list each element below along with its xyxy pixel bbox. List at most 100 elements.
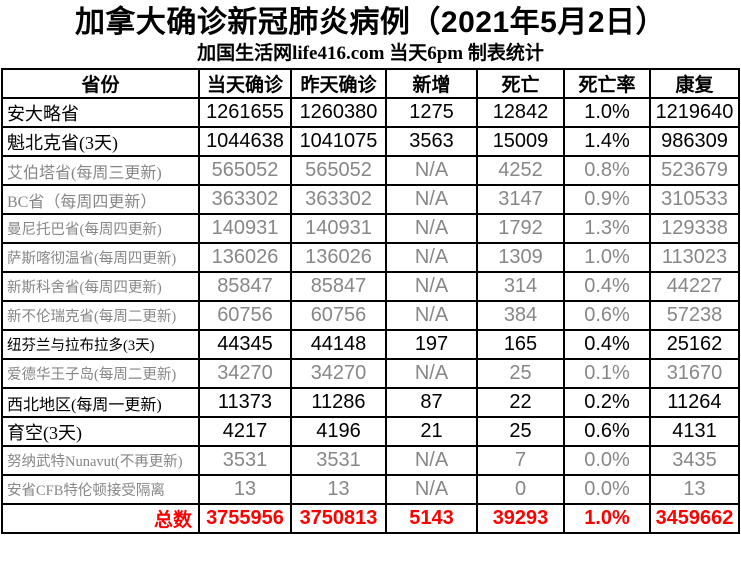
cell-new-cases: 3563 bbox=[385, 126, 478, 157]
cell-death-rate: 1.3% bbox=[563, 213, 651, 244]
table-row: 努纳武特Nunavut(不再更新) 3531 3531 N/A 7 0.0% 3435 bbox=[1, 445, 740, 476]
cell-new-cases: N/A bbox=[385, 155, 478, 186]
page-title: 加拿大确诊新冠肺炎病例（2021年5月2日） bbox=[74, 6, 667, 39]
cell-today-confirmed: 4217 bbox=[198, 416, 292, 447]
table-row: 新斯科舍省(每周四更新) 85847 85847 N/A 314 0.4% 44227 bbox=[1, 271, 740, 302]
cell-death-rate: 1.0% bbox=[563, 503, 651, 534]
table-row: 艾伯塔省(每周三更新) 565052 565052 N/A 4252 0.8% 523679 bbox=[1, 155, 740, 186]
cell-deaths: 22 bbox=[476, 387, 565, 418]
cell-today-confirmed: 13 bbox=[198, 474, 292, 505]
cell-deaths: 165 bbox=[476, 329, 565, 360]
cell-deaths: 15009 bbox=[476, 126, 565, 157]
table-row: 安省CFB特伦顿接受隔离 13 13 N/A 0 0.0% 13 bbox=[1, 474, 740, 505]
covid-stats-table: 省份 当天确诊 昨天确诊 新增 死亡 死亡率 康复 安大略省 1261655 1260380 12… bbox=[1, 68, 740, 534]
cell-today-confirmed: 60756 bbox=[198, 300, 292, 331]
cell-new-cases: N/A bbox=[385, 213, 478, 244]
cell-deaths: 25 bbox=[476, 358, 565, 389]
cell-deaths: 39293 bbox=[476, 503, 565, 534]
cell-yesterday-confirmed: 140931 bbox=[290, 213, 387, 244]
cell-province: 艾伯塔省(每周三更新) bbox=[1, 155, 200, 186]
col-header-death-rate: 死亡率 bbox=[563, 68, 651, 99]
cell-new-cases: N/A bbox=[385, 358, 478, 389]
cell-recovered: 11264 bbox=[649, 387, 740, 418]
cell-death-rate: 1.0% bbox=[563, 242, 651, 273]
cell-recovered: 523679 bbox=[649, 155, 740, 186]
cell-province: 安省CFB特伦顿接受隔离 bbox=[1, 474, 200, 505]
header-row: 省份 当天确诊 昨天确诊 新增 死亡 死亡率 康复 bbox=[1, 68, 740, 99]
cell-recovered: 129338 bbox=[649, 213, 740, 244]
table-row: 西北地区(每周一更新) 11373 11286 87 22 0.2% 11264 bbox=[1, 387, 740, 418]
cell-today-confirmed: 3755956 bbox=[198, 503, 292, 534]
cell-yesterday-confirmed: 4196 bbox=[290, 416, 387, 447]
cell-deaths: 3147 bbox=[476, 184, 565, 215]
cell-province: 总数 bbox=[1, 503, 200, 534]
cell-recovered: 13 bbox=[649, 474, 740, 505]
cell-death-rate: 0.2% bbox=[563, 387, 651, 418]
cell-new-cases: 5143 bbox=[385, 503, 478, 534]
cell-new-cases: 1275 bbox=[385, 97, 478, 128]
cell-recovered: 1219640 bbox=[649, 97, 740, 128]
cell-today-confirmed: 363302 bbox=[198, 184, 292, 215]
table-row: 魁北克省(3天) 1044638 1041075 3563 15009 1.4% 98630… bbox=[1, 126, 740, 157]
cell-province: 西北地区(每周一更新) bbox=[1, 387, 200, 418]
cell-death-rate: 0.0% bbox=[563, 445, 651, 476]
col-header-province: 省份 bbox=[1, 68, 200, 99]
col-header-yesterday-confirmed: 昨天确诊 bbox=[290, 68, 387, 99]
cell-new-cases: N/A bbox=[385, 242, 478, 273]
cell-yesterday-confirmed: 1260380 bbox=[290, 97, 387, 128]
cell-deaths: 4252 bbox=[476, 155, 565, 186]
cell-new-cases: 87 bbox=[385, 387, 478, 418]
cell-yesterday-confirmed: 13 bbox=[290, 474, 387, 505]
cell-yesterday-confirmed: 34270 bbox=[290, 358, 387, 389]
cell-recovered: 57238 bbox=[649, 300, 740, 331]
cell-province: 曼尼托巴省(每周四更新) bbox=[1, 213, 200, 244]
cell-new-cases: 197 bbox=[385, 329, 478, 360]
page-subtitle: 加国生活网life416.com 当天6pm 制表统计 bbox=[197, 43, 544, 64]
cell-province: 新斯科舍省(每周四更新) bbox=[1, 271, 200, 302]
cell-yesterday-confirmed: 44148 bbox=[290, 329, 387, 360]
table-row: 萨斯喀彻温省(每周四更新) 136026 136026 N/A 1309 1.0% 1130… bbox=[1, 242, 740, 273]
table-body: 安大略省 1261655 1260380 1275 12842 1.0% 1219640 魁北… bbox=[1, 97, 740, 534]
cell-today-confirmed: 11373 bbox=[198, 387, 292, 418]
cell-yesterday-confirmed: 85847 bbox=[290, 271, 387, 302]
cell-death-rate: 0.6% bbox=[563, 300, 651, 331]
cell-today-confirmed: 85847 bbox=[198, 271, 292, 302]
col-header-today-confirmed: 当天确诊 bbox=[198, 68, 292, 99]
cell-deaths: 384 bbox=[476, 300, 565, 331]
cell-new-cases: N/A bbox=[385, 445, 478, 476]
cell-deaths: 314 bbox=[476, 271, 565, 302]
cell-today-confirmed: 140931 bbox=[198, 213, 292, 244]
cell-province: 努纳武特Nunavut(不再更新) bbox=[1, 445, 200, 476]
cell-death-rate: 0.1% bbox=[563, 358, 651, 389]
cell-province: 纽芬兰与拉布拉多(3天) bbox=[1, 329, 200, 360]
cell-yesterday-confirmed: 60756 bbox=[290, 300, 387, 331]
cell-province: 爱德华王子岛(每周二更新) bbox=[1, 358, 200, 389]
cell-deaths: 0 bbox=[476, 474, 565, 505]
cell-new-cases: N/A bbox=[385, 184, 478, 215]
cell-recovered: 25162 bbox=[649, 329, 740, 360]
cell-yesterday-confirmed: 136026 bbox=[290, 242, 387, 273]
table-row: 曼尼托巴省(每周四更新) 140931 140931 N/A 1792 1.3% 12933… bbox=[1, 213, 740, 244]
cell-province: 新不伦瑞克省(每周二更新) bbox=[1, 300, 200, 331]
cell-recovered: 3435 bbox=[649, 445, 740, 476]
cell-recovered: 4131 bbox=[649, 416, 740, 447]
cell-new-cases: N/A bbox=[385, 474, 478, 505]
cell-deaths: 1792 bbox=[476, 213, 565, 244]
cell-recovered: 44227 bbox=[649, 271, 740, 302]
table-row: 爱德华王子岛(每周二更新) 34270 34270 N/A 25 0.1% 31670 bbox=[1, 358, 740, 389]
cell-today-confirmed: 1261655 bbox=[198, 97, 292, 128]
cell-death-rate: 1.0% bbox=[563, 97, 651, 128]
cell-yesterday-confirmed: 363302 bbox=[290, 184, 387, 215]
cell-new-cases: N/A bbox=[385, 300, 478, 331]
cell-province: 安大略省 bbox=[1, 97, 200, 128]
col-header-recovered: 康复 bbox=[649, 68, 740, 99]
table-row: 育空(3天) 4217 4196 21 25 0.6% 4131 bbox=[1, 416, 740, 447]
cell-recovered: 31670 bbox=[649, 358, 740, 389]
cell-province: 育空(3天) bbox=[1, 416, 200, 447]
cell-death-rate: 0.4% bbox=[563, 271, 651, 302]
cell-today-confirmed: 1044638 bbox=[198, 126, 292, 157]
cell-province: BC省（每周四更新） bbox=[1, 184, 200, 215]
cell-yesterday-confirmed: 3750813 bbox=[290, 503, 387, 534]
cell-deaths: 12842 bbox=[476, 97, 565, 128]
cell-recovered: 3459662 bbox=[649, 503, 740, 534]
